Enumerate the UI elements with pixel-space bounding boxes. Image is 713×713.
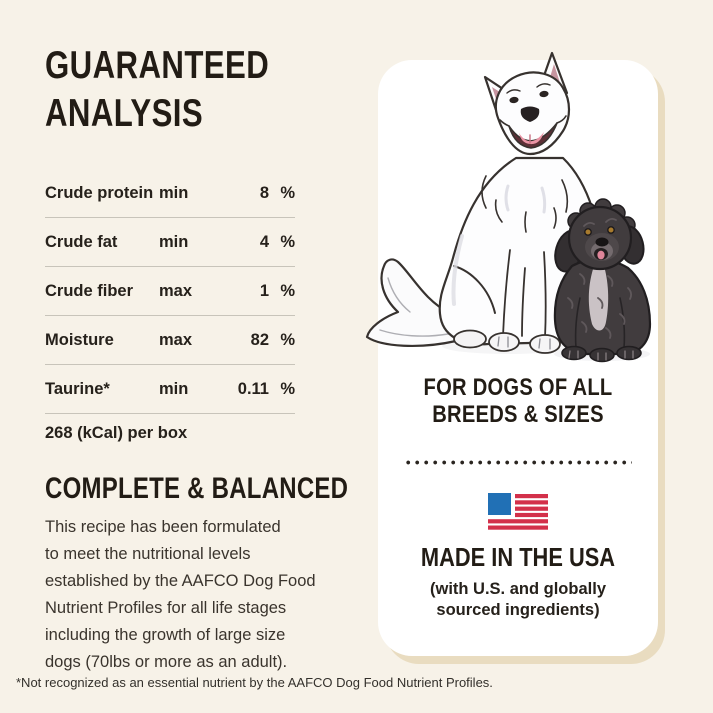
row-value: 82 (250, 330, 269, 349)
card-headline: FOR DOGS OF ALL BREEDS & SIZES (400, 374, 635, 428)
body-line: including the growth of large size (45, 626, 286, 644)
body-line: Nutrient Profiles for all life stages (45, 599, 287, 617)
row-unit: % (280, 281, 295, 300)
row-unit: % (280, 330, 295, 349)
flag-stripes (488, 494, 548, 530)
body-line: dogs (70lbs or more as an adult). (45, 653, 288, 671)
made-in-usa-title: MADE IN THE USA (420, 542, 616, 572)
usa-flag-icon (488, 492, 548, 532)
row-label: Crude fiber (45, 281, 134, 300)
table-row: Crude protein min 8 % (45, 169, 295, 218)
row-value: 0.11 (237, 379, 269, 398)
sourced-line: sourced ingredients) (436, 601, 600, 619)
table-row: Moisture max 82 % (45, 316, 295, 365)
row-value: 8 (259, 183, 269, 202)
table-row: Crude fat min 4 % (45, 218, 295, 267)
body-line: established by the AAFCO Dog Food (45, 572, 316, 590)
row-unit: % (280, 183, 295, 202)
table-row: Crude fiber max 1 % (45, 267, 295, 316)
headline-line: BREEDS & SIZES (432, 401, 604, 428)
dotted-divider (406, 460, 632, 465)
sourced-ingredients-note: (with U.S. and globally sourced ingredie… (378, 579, 658, 621)
body-line: to meet the nutritional levels (45, 545, 251, 563)
row-limit: min (159, 183, 189, 202)
body-line: This recipe has been formulated (45, 518, 281, 536)
table-row: Taurine* min 0.11 % (45, 365, 295, 414)
row-limit: min (159, 379, 189, 398)
row-label: Taurine* (45, 379, 110, 398)
black-dog-illustration (553, 198, 652, 363)
row-unit: % (280, 232, 295, 251)
row-label: Moisture (45, 330, 114, 349)
flag-canton (488, 493, 511, 515)
guaranteed-analysis-title: GUARANTEED ANALYSIS (45, 42, 269, 138)
row-value: 4 (259, 232, 269, 251)
row-unit: % (280, 379, 295, 398)
complete-balanced-body: This recipe has been formulated to meet … (45, 514, 316, 676)
title-line: ANALYSIS (45, 92, 204, 135)
title-line: GUARANTEED (45, 44, 270, 87)
headline-line: FOR DOGS OF ALL (423, 374, 613, 401)
row-label: Crude fat (45, 232, 118, 251)
sourced-line: (with U.S. and globally (429, 580, 606, 598)
complete-balanced-title: COMPLETE & BALANCED (45, 472, 349, 505)
calories-note: 268 (kCal) per box (45, 424, 188, 442)
info-card: FOR DOGS OF ALL BREEDS & SIZES MADE IN T… (365, 51, 658, 656)
row-label: Crude protein (45, 183, 154, 202)
row-limit: min (159, 232, 189, 251)
row-limit: max (159, 281, 193, 300)
analysis-table: Crude protein min 8 % Crude fat min 4 % … (45, 169, 295, 414)
row-value: 1 (259, 281, 269, 300)
dogs-illustration (365, 51, 652, 363)
row-limit: max (159, 330, 193, 349)
footnote: *Not recognized as an essential nutrient… (16, 675, 493, 690)
